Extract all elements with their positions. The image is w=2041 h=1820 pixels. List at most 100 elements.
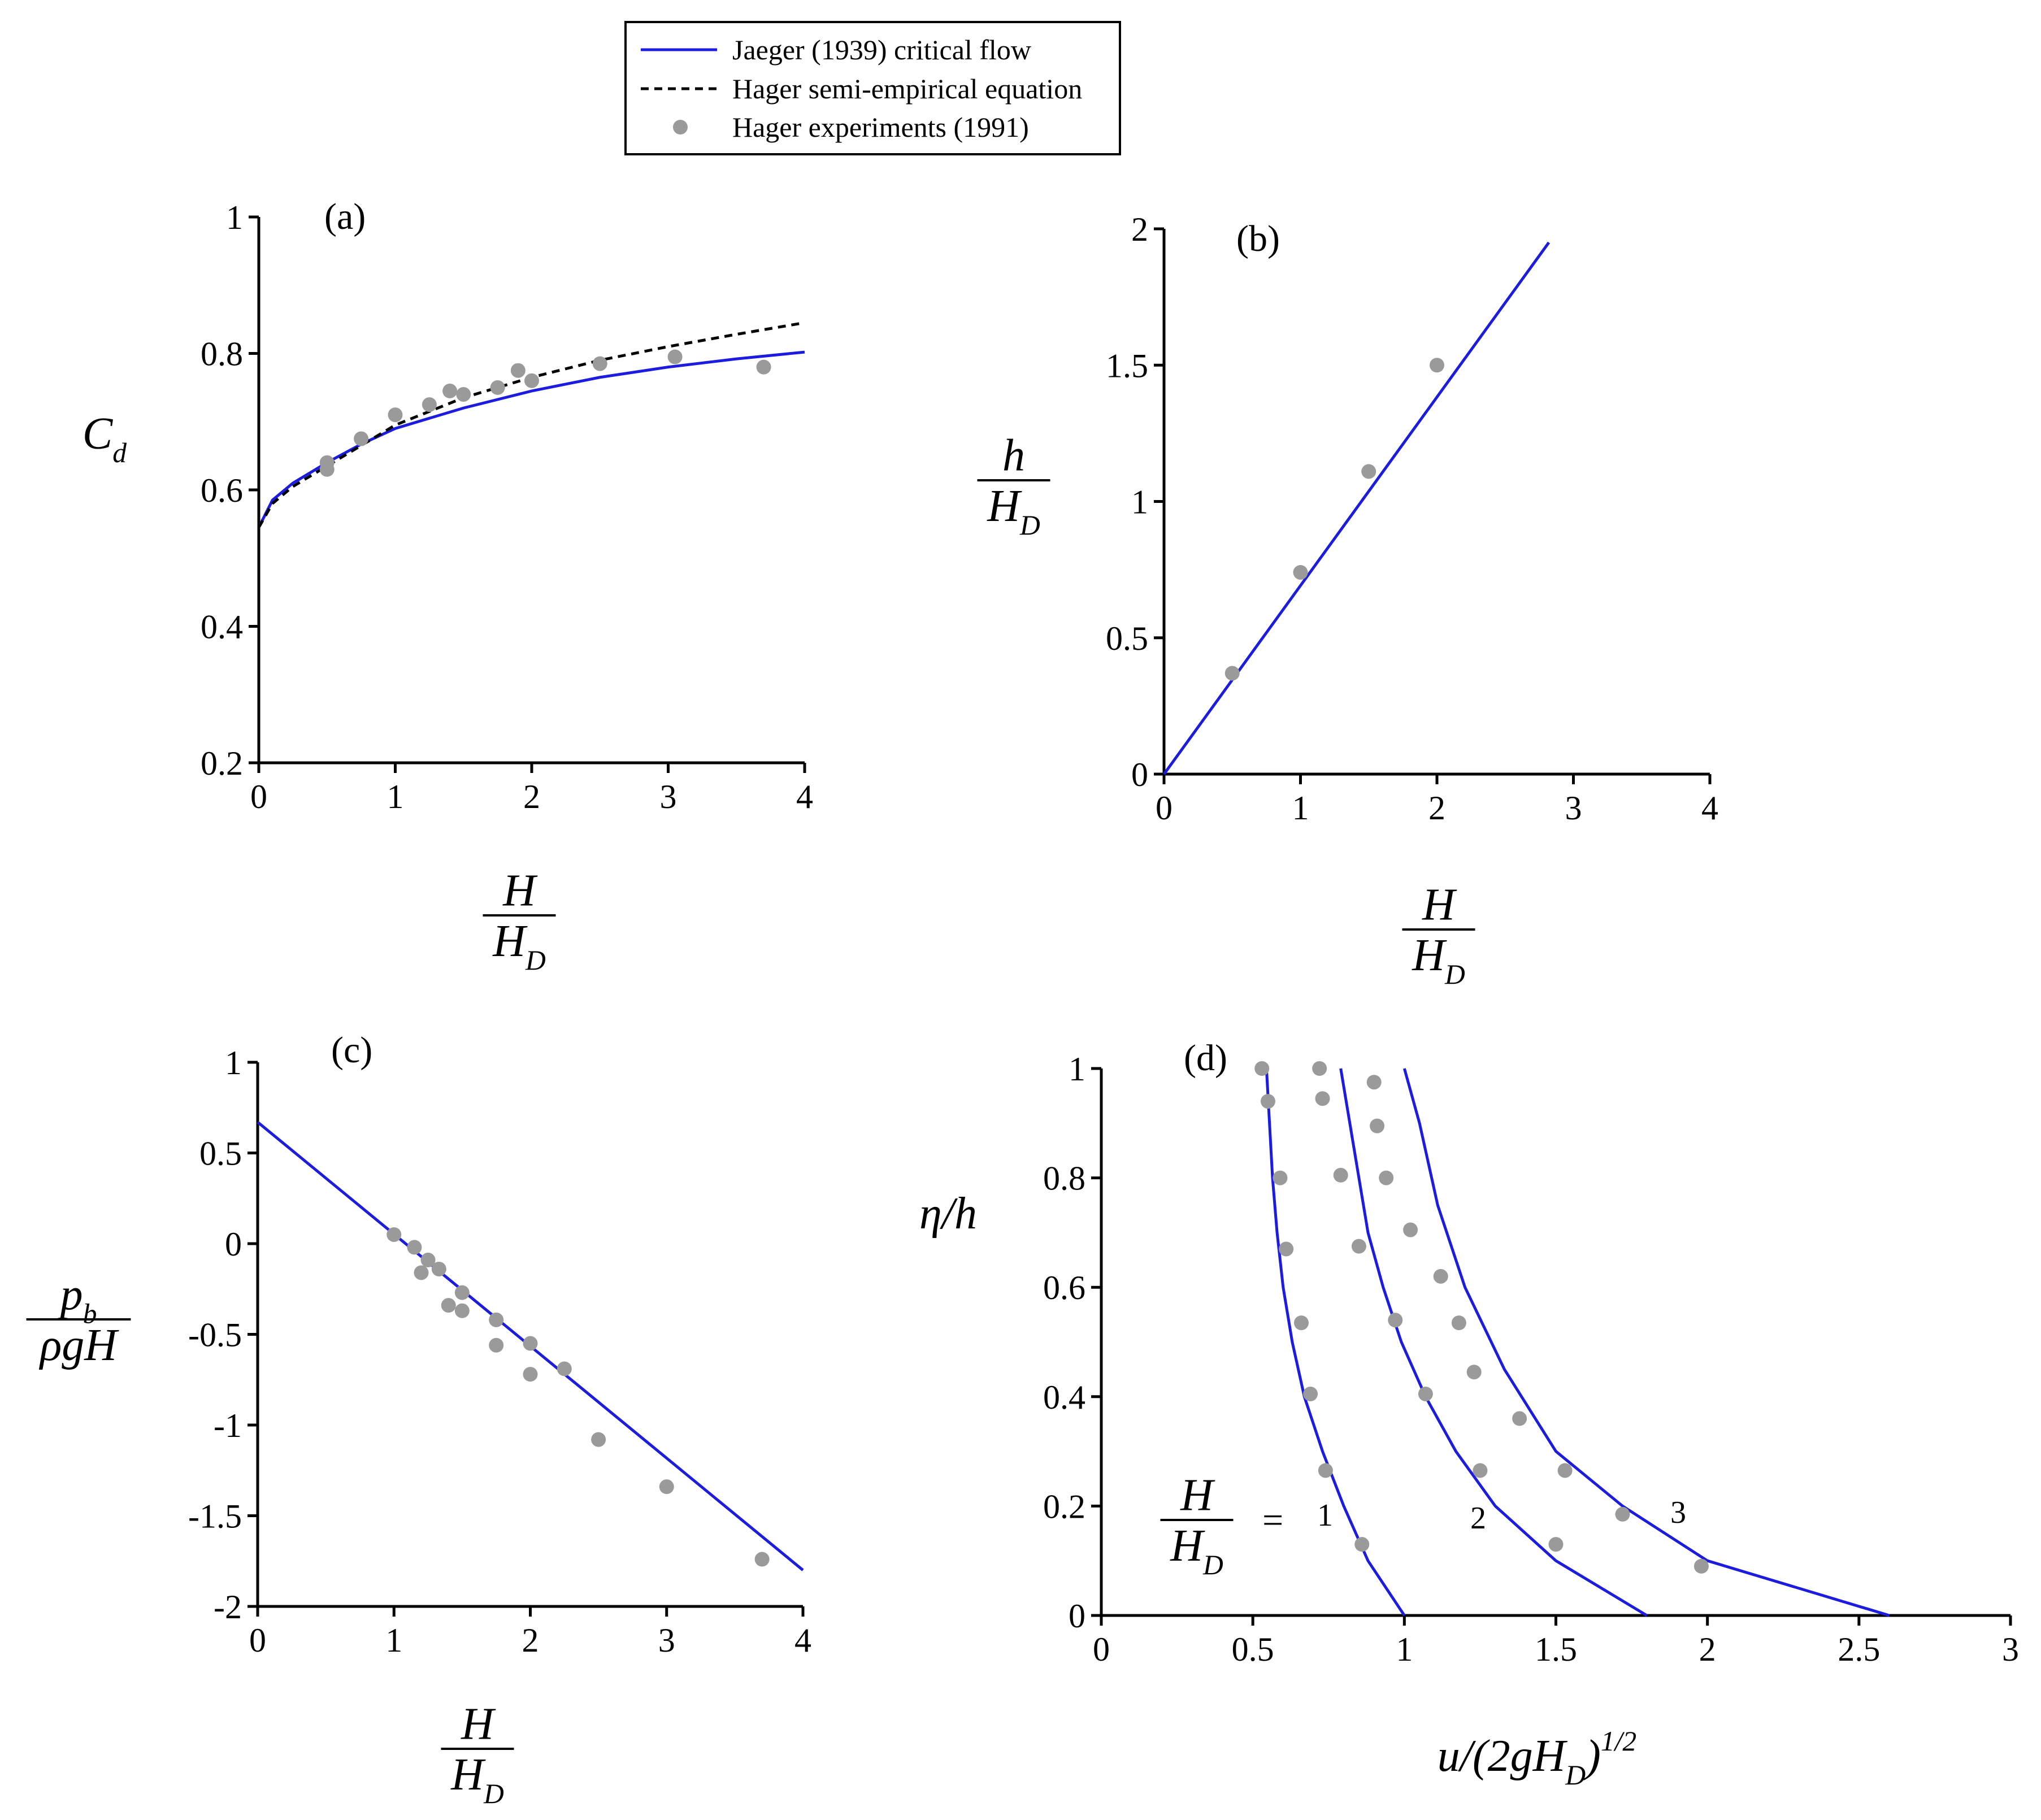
data-point: [756, 359, 771, 375]
x-tick-label: 1: [385, 1622, 402, 1659]
data-point: [407, 1240, 422, 1255]
y-axis-label: Cd: [82, 409, 127, 468]
x-axis-label-numerator-part: H: [461, 1699, 496, 1749]
x-tick-label: 4: [794, 1622, 811, 1659]
x-axis-label-numerator: H: [461, 1699, 496, 1749]
y-tick-label: 0.4: [1043, 1379, 1085, 1416]
x-axis-label-numerator: H: [502, 866, 538, 915]
x-axis-label-numerator: H: [1422, 880, 1457, 929]
data-point: [414, 1265, 429, 1280]
data-point: [1557, 1463, 1573, 1478]
y-tick-label: 1: [226, 199, 243, 236]
x-tick-label: 3: [660, 778, 677, 815]
legend-box: [624, 21, 1121, 155]
x-axis-label-denominator: HD: [450, 1750, 504, 1809]
data-point: [667, 349, 683, 364]
y-tick-label: 0.5: [1106, 620, 1148, 657]
x-tick-label: 1: [387, 778, 404, 815]
curve-label: 2: [1470, 1501, 1486, 1536]
x-axis-label-denominator-part: H: [1412, 931, 1447, 980]
data-point: [422, 397, 437, 412]
x-axis-label-numerator-part: H: [1422, 880, 1457, 929]
x-axis-label-denominator-part: D: [483, 1778, 504, 1809]
data-point: [1512, 1411, 1527, 1426]
x-axis-label: u/(2gHD)1/2: [1438, 1726, 1636, 1791]
data-point: [489, 1312, 504, 1327]
annotation-relation: =: [1262, 1500, 1283, 1541]
data-point: [1279, 1241, 1294, 1257]
x-tick-label: 1: [1292, 789, 1309, 827]
panel-title: (b): [1236, 218, 1280, 259]
y-axis-label-numerator-part: h: [1002, 431, 1025, 480]
data-point: [1451, 1315, 1466, 1331]
legend-label: Hager experiments (1991): [732, 111, 1029, 143]
data-point: [489, 1337, 504, 1353]
data-point: [524, 373, 539, 388]
x-axis-label-part: ): [1583, 1731, 1601, 1781]
y-tick-label: 0.2: [201, 745, 243, 782]
data-point: [1293, 1315, 1309, 1331]
x-axis-label-denominator-part: D: [525, 945, 546, 976]
data-point: [1473, 1463, 1488, 1478]
data-point: [523, 1336, 538, 1351]
x-tick-label: 2: [1428, 789, 1445, 827]
x-tick-label: 3: [658, 1622, 675, 1659]
data-point: [441, 1298, 456, 1313]
annotation-denominator-part: H: [1170, 1521, 1205, 1571]
data-point: [1260, 1094, 1275, 1109]
y-tick-label: 1.5: [1106, 347, 1148, 384]
line-series: [1339, 1068, 1648, 1617]
data-point: [1254, 1061, 1270, 1076]
y-axis-label-numerator-part: p: [58, 1270, 83, 1319]
x-tick-label: 1.5: [1535, 1631, 1577, 1668]
x-tick-label: 2: [1699, 1631, 1716, 1668]
y-tick-label: 0.6: [1043, 1269, 1085, 1306]
y-tick-label: 0.8: [201, 336, 243, 373]
x-tick-label: 2.5: [1838, 1631, 1880, 1668]
data-point: [319, 455, 335, 470]
data-point: [1548, 1537, 1564, 1552]
x-tick-label: 3: [2002, 1631, 2019, 1668]
data-point: [1312, 1061, 1327, 1076]
panel-title: (a): [324, 196, 366, 237]
data-point: [1430, 358, 1444, 373]
data-point: [1224, 666, 1240, 681]
data-point: [1303, 1386, 1318, 1401]
x-axis-label-part: 1/2: [1601, 1726, 1636, 1757]
legend-label: Jaeger (1939) critical flow: [732, 34, 1031, 66]
x-tick-label: 0: [249, 1622, 266, 1659]
y-tick-label: -1.5: [188, 1498, 242, 1535]
data-point: [1379, 1170, 1394, 1185]
legend-label: Hager semi-empirical equation: [732, 73, 1082, 105]
data-point: [1361, 464, 1376, 479]
y-tick-label: 0: [1069, 1597, 1085, 1635]
y-tick-label: 0.4: [201, 609, 243, 646]
x-tick-label: 0: [1093, 1631, 1110, 1668]
data-point: [387, 1227, 402, 1242]
data-point: [431, 1261, 446, 1276]
line-series: [257, 350, 805, 528]
y-axis-label-part: C: [82, 409, 114, 459]
x-tick-label: 1: [1396, 1631, 1413, 1668]
data-point: [1333, 1167, 1348, 1183]
y-tick-label: 0.5: [199, 1135, 242, 1172]
y-axis-label-denominator: ρgH: [38, 1321, 119, 1370]
y-axis-label-numerator: pb: [58, 1270, 97, 1329]
x-tick-label: 0: [1156, 789, 1173, 827]
data-point: [1403, 1222, 1418, 1237]
data-point: [454, 1285, 470, 1300]
annotation-denominator: HD: [1170, 1521, 1223, 1580]
x-axis-label-part: u/(2gH: [1438, 1731, 1568, 1781]
data-point: [523, 1367, 538, 1382]
y-tick-label: 0.6: [201, 472, 243, 509]
data-point: [1693, 1558, 1709, 1574]
data-point: [1351, 1239, 1366, 1254]
data-point: [591, 1432, 606, 1447]
x-tick-label: 4: [1701, 789, 1718, 827]
y-tick-label: 1: [1131, 484, 1148, 521]
data-point: [1273, 1170, 1288, 1185]
data-point: [592, 356, 607, 371]
data-point: [1370, 1118, 1385, 1133]
data-point: [1315, 1091, 1330, 1106]
